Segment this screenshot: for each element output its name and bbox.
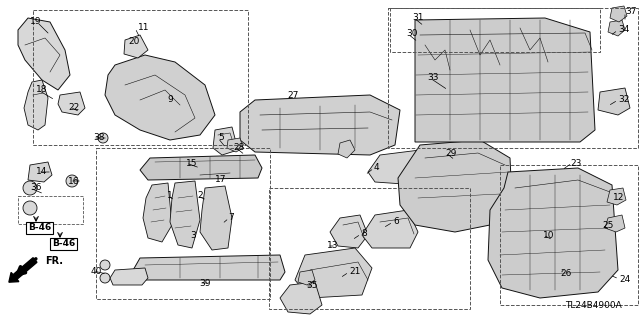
Polygon shape [398,140,512,232]
Text: 38: 38 [93,133,104,143]
Circle shape [98,133,108,143]
Text: 23: 23 [570,159,581,167]
Text: FR.: FR. [45,256,63,266]
Bar [390,8,600,52]
Text: 20: 20 [128,38,140,47]
Polygon shape [105,55,215,140]
Text: 10: 10 [543,231,554,240]
Polygon shape [338,140,355,158]
Text: 19: 19 [30,18,42,26]
Text: 25: 25 [602,220,613,229]
Polygon shape [143,183,172,242]
Text: 1: 1 [167,191,173,201]
Text: 11: 11 [138,24,150,33]
Polygon shape [488,168,618,298]
Text: 21: 21 [349,268,360,277]
Polygon shape [28,162,52,182]
Polygon shape [110,268,148,285]
Text: B-46: B-46 [52,240,76,249]
Text: 3: 3 [190,231,196,240]
Text: 16: 16 [68,176,79,186]
Polygon shape [24,80,48,130]
Text: 18: 18 [36,85,47,94]
Text: 4: 4 [374,164,380,173]
Circle shape [100,260,110,270]
Polygon shape [610,6,627,22]
Polygon shape [415,18,595,142]
Text: 15: 15 [186,159,198,167]
Text: 14: 14 [36,167,47,176]
Text: 33: 33 [427,73,438,83]
Circle shape [66,175,78,187]
Polygon shape [598,88,630,115]
Polygon shape [18,18,70,90]
Text: 9: 9 [167,95,173,105]
Circle shape [23,201,37,215]
Bar [18,196,83,224]
Text: 32: 32 [618,95,629,105]
Text: 6: 6 [393,218,399,226]
Text: 2: 2 [197,191,203,201]
Polygon shape [213,127,238,155]
Text: 5: 5 [218,133,224,143]
Polygon shape [124,35,148,58]
Text: 30: 30 [406,29,417,39]
Polygon shape [227,138,243,152]
Bar [33,10,248,145]
Text: 34: 34 [618,26,629,34]
Polygon shape [605,215,625,232]
Polygon shape [298,270,315,285]
Text: 12: 12 [613,194,625,203]
Text: 29: 29 [445,149,456,158]
Text: 31: 31 [412,13,424,23]
Polygon shape [170,181,200,248]
Bar [388,8,638,148]
Text: 40: 40 [91,266,102,276]
Polygon shape [295,248,372,298]
Polygon shape [330,215,368,248]
Text: 26: 26 [560,270,572,278]
Polygon shape [368,150,430,185]
Text: 22: 22 [68,102,79,112]
Polygon shape [200,186,232,250]
Polygon shape [608,20,625,36]
Bar [96,148,270,299]
Text: 17: 17 [215,174,227,183]
Text: 8: 8 [361,229,367,239]
Text: 37: 37 [625,8,637,17]
Polygon shape [240,95,400,155]
Text: TL24B4900A: TL24B4900A [565,300,621,309]
Polygon shape [280,282,322,314]
Text: 24: 24 [619,275,630,284]
Circle shape [100,273,110,283]
FancyArrow shape [9,258,37,282]
Text: 7: 7 [228,213,234,222]
Text: 28: 28 [233,143,244,152]
Text: 39: 39 [199,278,211,287]
Text: 13: 13 [327,241,339,250]
Polygon shape [607,188,626,205]
Polygon shape [58,92,85,115]
Bar [500,165,638,305]
Text: 36: 36 [30,183,42,192]
Polygon shape [132,255,285,280]
Text: 27: 27 [287,91,298,100]
Bar [269,188,470,309]
Polygon shape [140,155,262,180]
Text: 35: 35 [306,281,317,291]
Polygon shape [362,210,418,248]
Circle shape [23,181,37,195]
Text: B-46: B-46 [28,224,51,233]
